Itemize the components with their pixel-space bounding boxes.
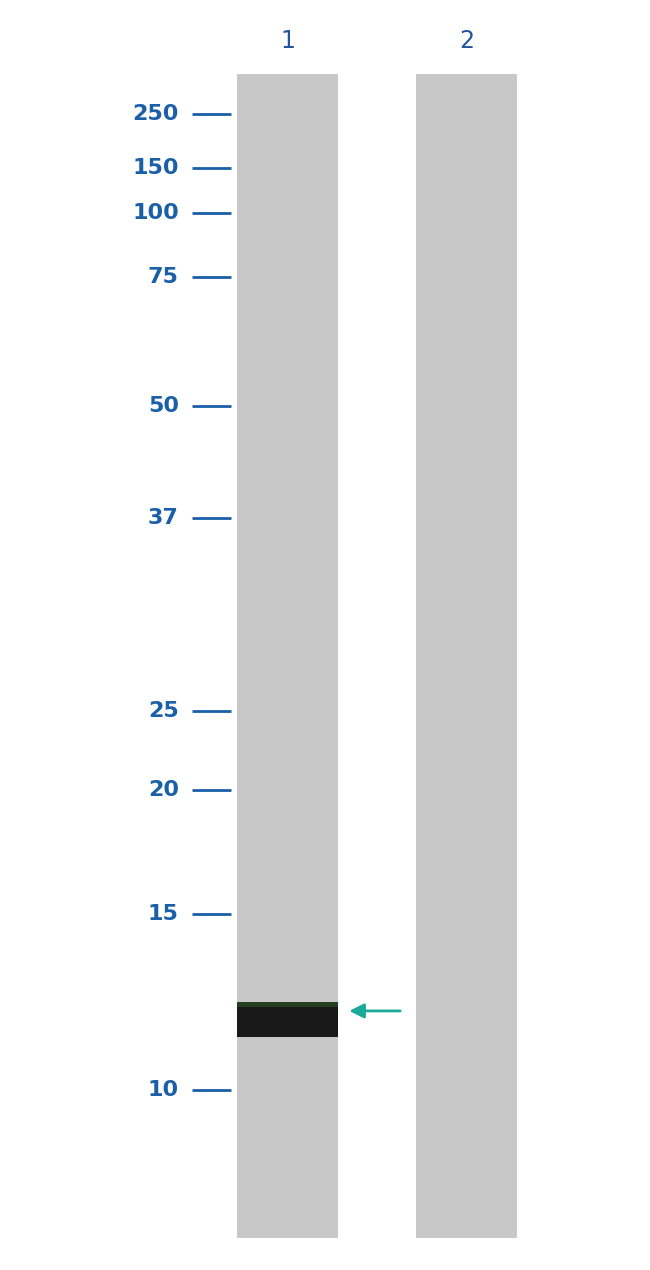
Text: 2: 2 (459, 29, 474, 52)
Bar (237, 74, 338, 1238)
Text: 150: 150 (132, 157, 179, 178)
Text: 25: 25 (148, 701, 179, 721)
Bar (237, 1002, 338, 1007)
Text: 10: 10 (148, 1080, 179, 1100)
Text: 100: 100 (132, 203, 179, 224)
Text: 50: 50 (148, 396, 179, 417)
Bar (416, 74, 517, 1238)
Text: 75: 75 (148, 267, 179, 287)
Text: 37: 37 (148, 508, 179, 528)
Text: 1: 1 (281, 29, 295, 52)
Bar (237, 1002, 338, 1036)
Text: 20: 20 (148, 780, 179, 800)
Text: 250: 250 (133, 104, 179, 124)
Text: 15: 15 (148, 904, 179, 925)
